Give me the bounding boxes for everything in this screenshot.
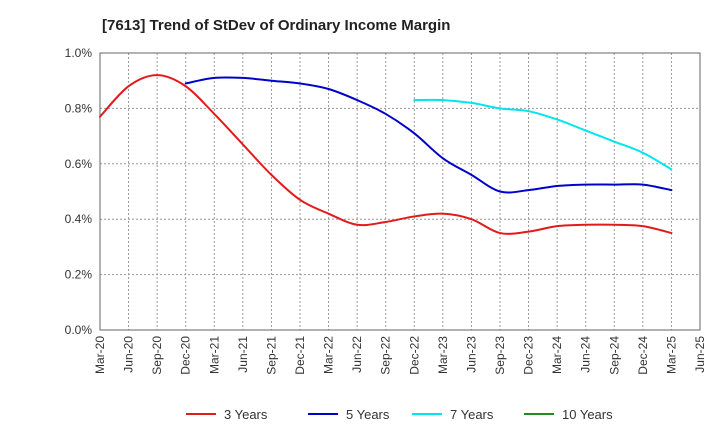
x-tick-label: Mar-24 (550, 336, 564, 374)
x-tick-label: Jun-21 (236, 336, 250, 373)
x-tick-label: Mar-25 (664, 336, 678, 374)
y-tick-label: 0.8% (65, 101, 93, 115)
series-line-1 (99, 74, 673, 235)
legend-label-2: 5 Years (346, 407, 390, 422)
y-tick-label: 0.4% (65, 212, 93, 226)
x-tick-label: Dec-23 (522, 336, 536, 375)
legend-label-3: 7 Years (450, 407, 494, 422)
x-tick-label: Jun-20 (122, 336, 136, 373)
legend: 3 Years 5 Years 7 Years 10 Years (186, 407, 613, 422)
legend-label-1: 3 Years (224, 407, 268, 422)
x-tick-label: Mar-23 (436, 336, 450, 374)
x-tick-label: Dec-24 (636, 336, 650, 375)
legend-label-4: 10 Years (562, 407, 613, 422)
x-tick-label: Jun-23 (464, 336, 478, 373)
x-tick-label: Sep-24 (607, 336, 621, 375)
x-tick-label: Dec-21 (293, 336, 307, 375)
y-tick-label: 1.0% (65, 46, 93, 60)
y-tick-label: 0.6% (65, 157, 93, 171)
y-tick-label: 0.2% (65, 268, 93, 282)
x-tick-label: Dec-22 (407, 336, 421, 375)
x-tick-label: Mar-22 (322, 336, 336, 374)
x-tick-label: Jun-25 (693, 336, 707, 373)
series-line-2 (184, 76, 673, 194)
x-tick-label: Mar-21 (207, 336, 221, 374)
x-tick-label: Mar-20 (93, 336, 107, 374)
x-tick-label: Dec-20 (179, 336, 193, 375)
x-tick-label: Sep-21 (264, 336, 278, 375)
x-tick-label: Jun-24 (579, 336, 593, 373)
y-tick-label: 0.0% (65, 323, 93, 337)
x-tick-label: Sep-20 (150, 336, 164, 375)
axes: 0.0% 0.2% 0.4% 0.6% 0.8% 1.0% Mar-20 Jun-20 Sep-… (65, 46, 707, 375)
chart-title: [7613] Trend of StDev of Ordinary Income… (102, 17, 450, 34)
series-lines (99, 74, 673, 235)
x-tick-label: Sep-22 (379, 336, 393, 375)
grid (100, 53, 700, 330)
plot-frame (99, 52, 701, 331)
x-tick-label: Sep-23 (493, 336, 507, 375)
x-tick-label: Jun-22 (350, 336, 364, 373)
series-line-3 (413, 98, 673, 171)
